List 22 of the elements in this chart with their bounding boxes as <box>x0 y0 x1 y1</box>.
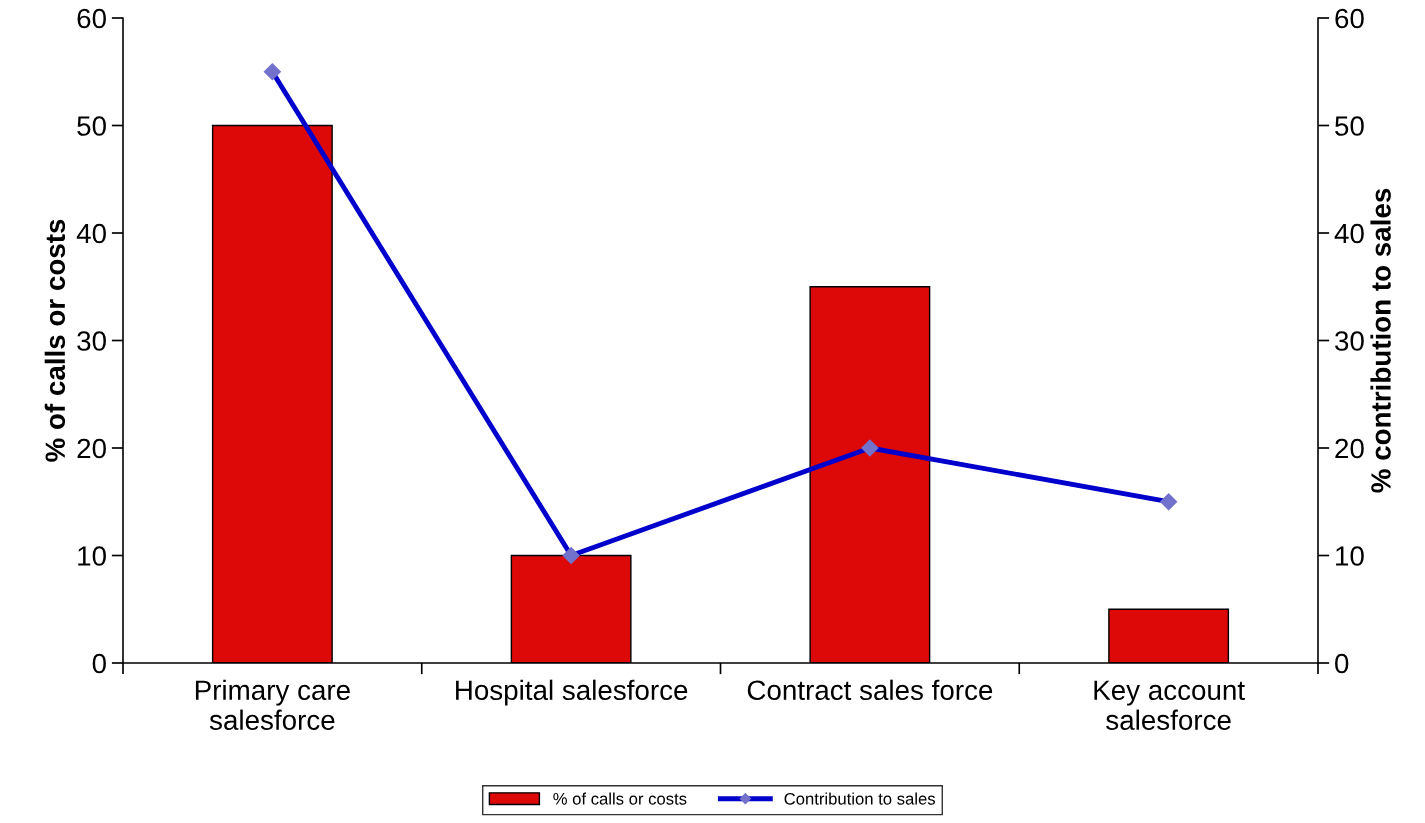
y2-axis-title: % contribution to sales <box>1370 188 1391 493</box>
x-tick-label: Hospital salesforce <box>456 679 688 706</box>
y-tick-label: 30 <box>77 331 106 351</box>
y2-tick-label: 20 <box>1335 438 1364 459</box>
y2-tick-label: 10 <box>1336 546 1364 566</box>
y-tick-label: 10 <box>78 546 106 566</box>
y-tick-label: 50 <box>77 116 106 136</box>
y-tick-label: 40 <box>76 223 106 244</box>
y2-tick-label: 60 <box>1335 8 1364 29</box>
y2-tick-label: 30 <box>1335 331 1364 351</box>
y2-tick-label: 50 <box>1335 116 1364 136</box>
y-axis-title: % of calls or costs <box>44 219 66 462</box>
legend-label: % of calls or costs <box>553 792 687 805</box>
y2-tick-label: 40 <box>1334 223 1364 244</box>
y-tick-label: 60 <box>77 8 106 29</box>
x-tick-label: Primary care salesforce <box>195 679 350 730</box>
x-tick-label: Contract sales force <box>747 679 993 701</box>
y-tick-label: 0 <box>92 653 106 674</box>
legend-label: Contribution to sales <box>784 792 936 805</box>
y-tick-label: 20 <box>77 438 106 459</box>
x-tick-label: Key account salesforce <box>1094 680 1245 730</box>
y2-tick-label: 0 <box>1335 653 1349 674</box>
